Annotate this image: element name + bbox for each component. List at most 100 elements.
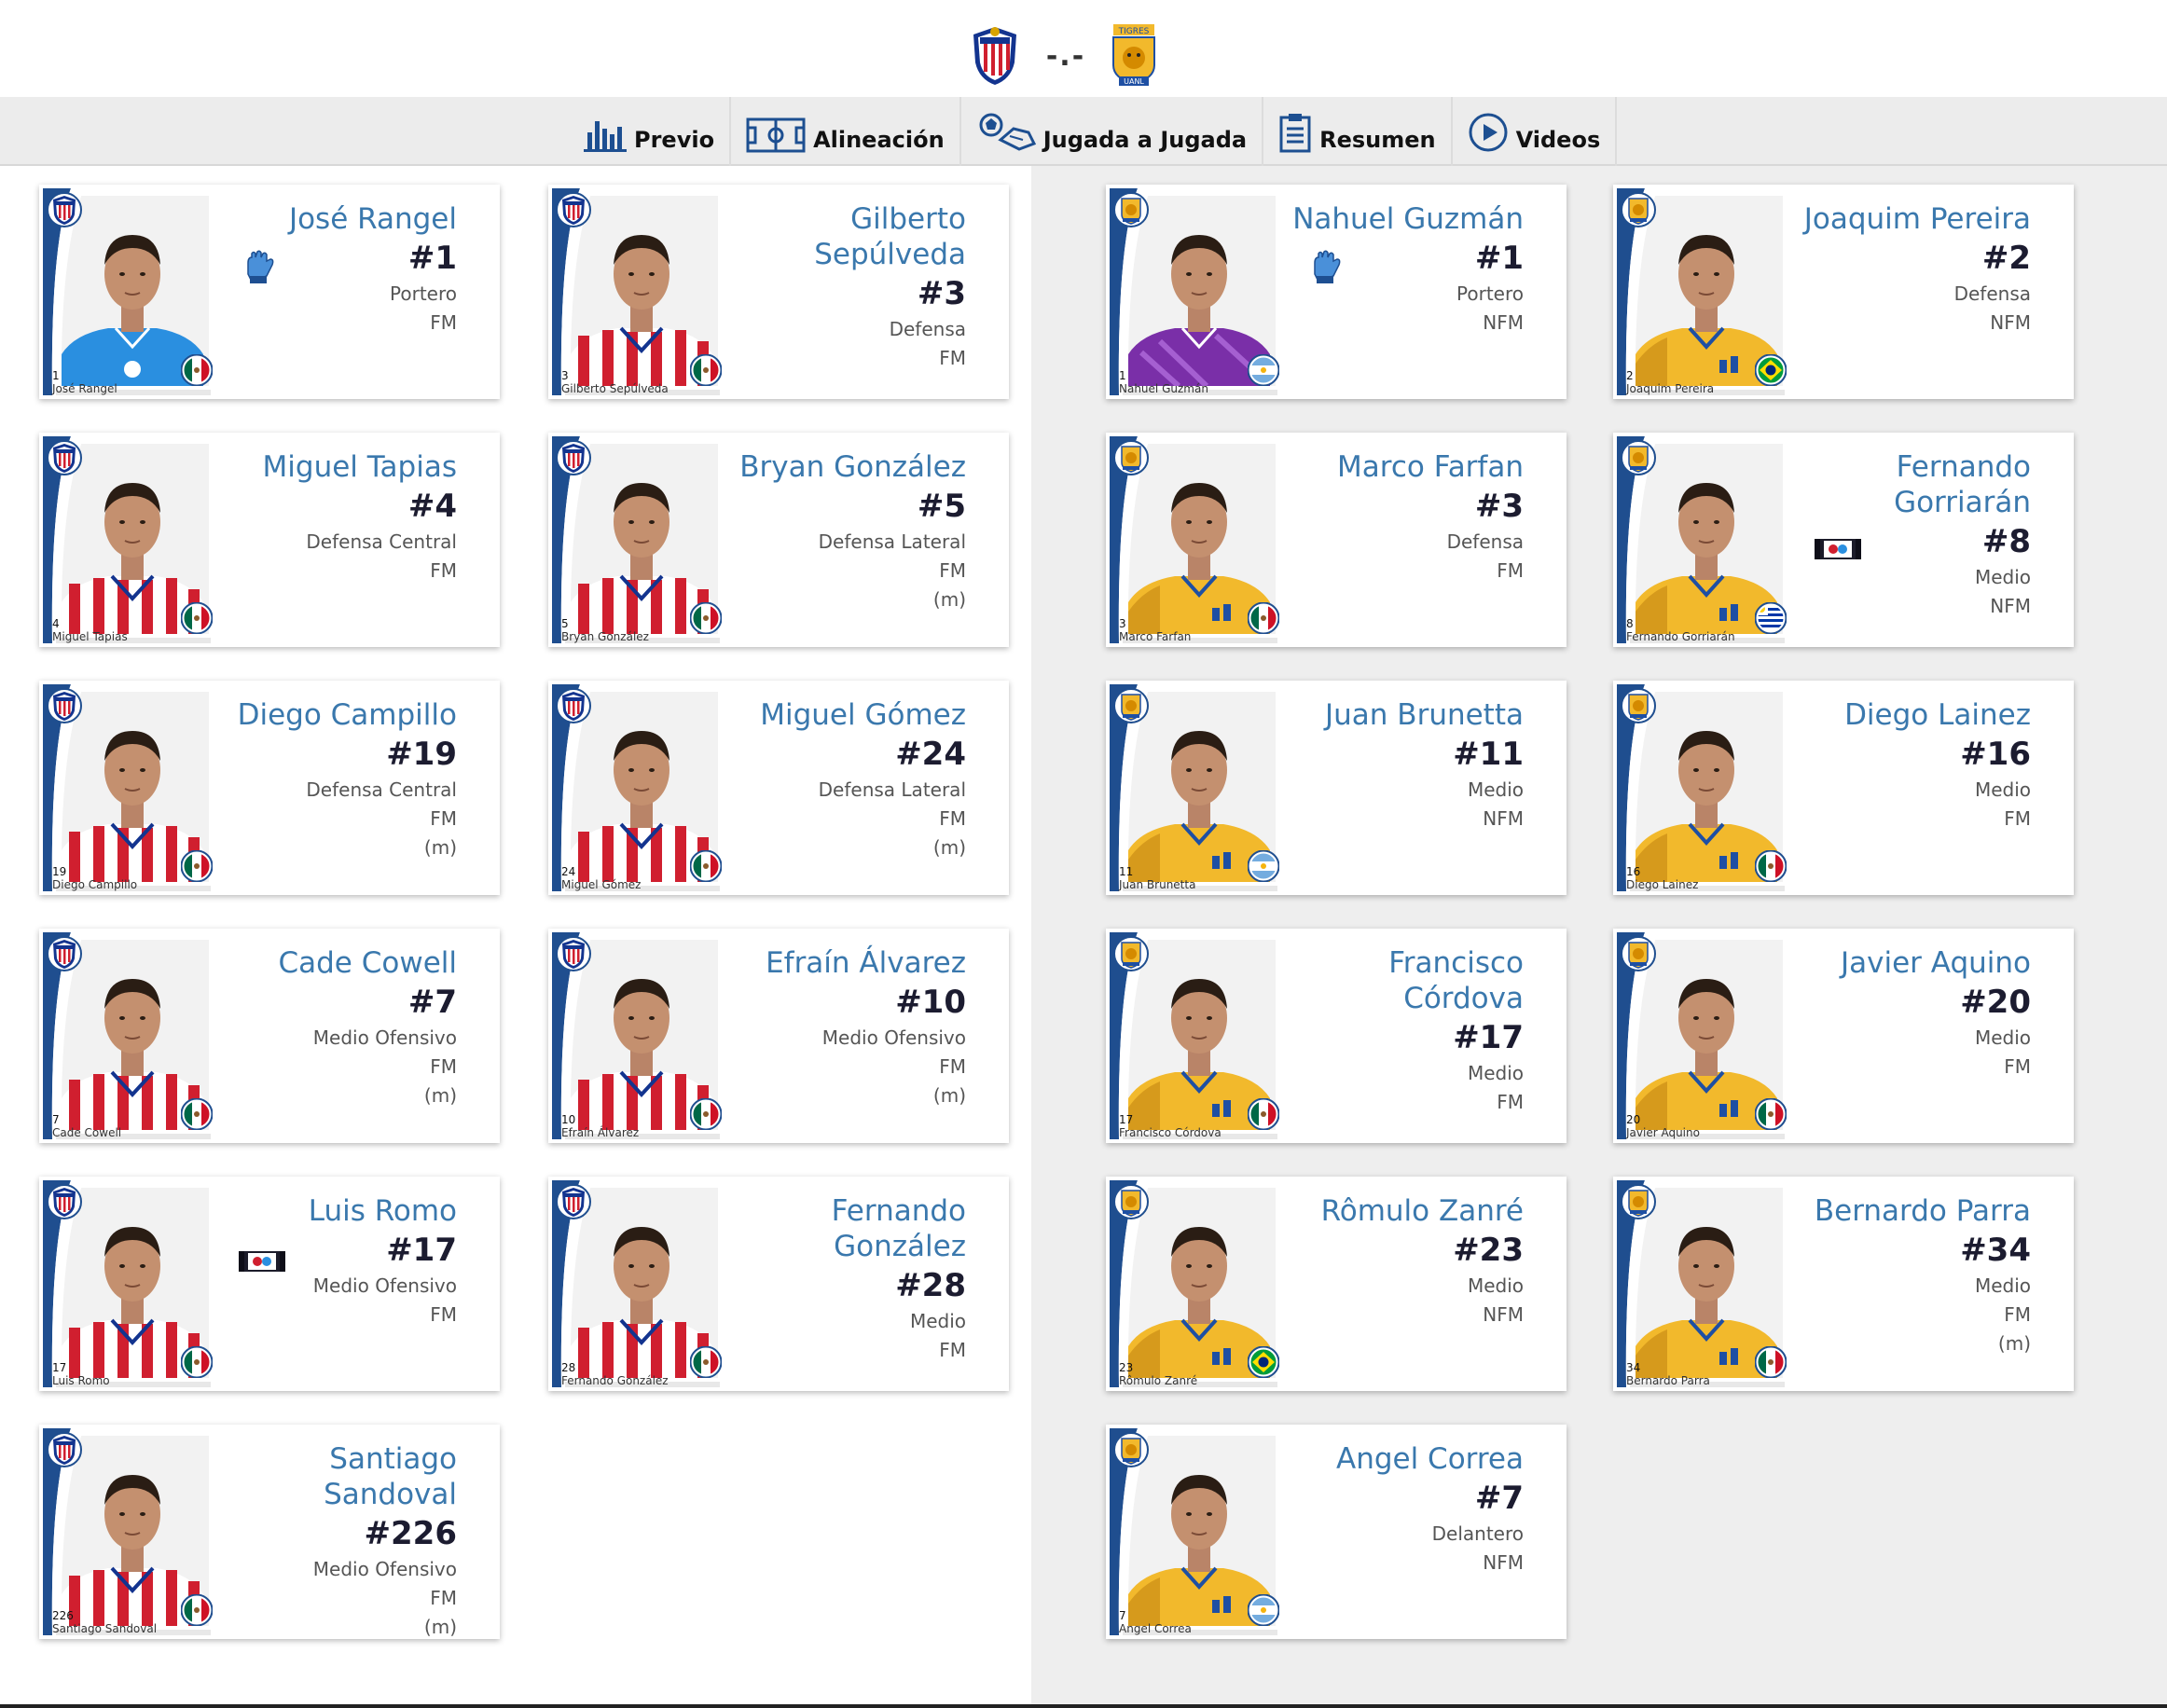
player-name[interactable]: Efraín Álvarez bbox=[766, 946, 966, 980]
player-photo bbox=[1630, 196, 1783, 386]
player-name[interactable]: Diego Campillo bbox=[237, 698, 457, 732]
photo-caption-name: Diego Lainez bbox=[1626, 878, 1699, 891]
player-card[interactable]: 11 Juan Brunetta Juan Brunetta #11 Medio NFM bbox=[1106, 681, 1567, 895]
player-status: FM bbox=[939, 807, 966, 830]
player-card[interactable]: 24 Miguel Gómez Miguel Gómez #24 Defensa Lat… bbox=[548, 681, 1009, 895]
player-name[interactable]: Gilberto Sepúlveda bbox=[814, 202, 966, 271]
player-name[interactable]: Fernando Gorriarán bbox=[1894, 450, 2031, 519]
player-photo-area bbox=[1630, 692, 1783, 882]
card-swoosh-decoration bbox=[43, 932, 211, 1139]
player-name[interactable]: Francisco Córdova bbox=[1388, 946, 1524, 1015]
player-card[interactable]: 16 Diego Lainez Diego Lainez #16 Medio FM bbox=[1613, 681, 2074, 895]
player-name[interactable]: Miguel Tapias bbox=[262, 450, 457, 484]
player-position: Medio Ofensivo bbox=[312, 1558, 457, 1580]
player-name[interactable]: Diego Lainez bbox=[1844, 698, 2031, 732]
player-name[interactable]: Nahuel Guzmán bbox=[1292, 202, 1524, 236]
mexico-flag-icon bbox=[690, 1098, 722, 1130]
player-photo-area bbox=[1123, 940, 1276, 1130]
tab-videos[interactable]: Videos bbox=[1453, 97, 1618, 166]
chivas-crest-icon bbox=[47, 440, 82, 475]
tab-resumen[interactable]: Resumen bbox=[1263, 97, 1453, 166]
svg-text:UANL: UANL bbox=[1124, 77, 1144, 86]
player-name[interactable]: Luis Romo bbox=[308, 1194, 457, 1228]
player-name[interactable]: Santiago Sandoval bbox=[324, 1442, 457, 1511]
player-card[interactable]: 20 Javier Aquino Javier Aquino #20 Medio FM bbox=[1613, 929, 2074, 1143]
photo-caption-name: Efraín Álvarez bbox=[561, 1126, 640, 1139]
player-number: #28 bbox=[895, 1267, 966, 1304]
player-info: Javier Aquino #20 Medio FM bbox=[1770, 945, 2031, 1081]
player-photo bbox=[56, 196, 209, 386]
player-card[interactable]: 17 Francisco Córdova Francisco Córdova #17 M… bbox=[1106, 929, 1567, 1143]
player-card[interactable]: 226 Santiago Sandoval Santiago Sandoval #22… bbox=[39, 1425, 500, 1639]
photo-caption-name: Fernando Gorriarán bbox=[1626, 630, 1735, 643]
player-sub-marker: (m) bbox=[423, 1616, 457, 1638]
player-card[interactable]: 28 Fernando González Fernando González #28 M… bbox=[548, 1177, 1009, 1391]
player-card[interactable]: 3 Gilberto Sepúlveda Gilberto Sepúlveda #3 D… bbox=[548, 185, 1009, 399]
player-position: Medio bbox=[1974, 566, 2031, 588]
photo-caption-name: Santiago Sandoval bbox=[52, 1622, 158, 1635]
player-name[interactable]: José Rangel bbox=[288, 202, 457, 236]
player-photo-frame: 28 Fernando González bbox=[552, 1180, 722, 1387]
player-card[interactable]: 7 Angel Correa Angel Correa #7 Delantero NFM bbox=[1106, 1425, 1567, 1639]
player-photo bbox=[56, 444, 209, 634]
tigres-crest-icon[interactable]: TIGRES UANL bbox=[1111, 22, 1156, 90]
player-info: Nahuel Guzmán #1 Portero NFM bbox=[1263, 201, 1524, 337]
player-photo bbox=[56, 692, 209, 882]
player-photo-area bbox=[56, 692, 209, 882]
photo-caption-number: 8 bbox=[1626, 617, 1634, 630]
player-number: #23 bbox=[1453, 1232, 1524, 1269]
player-name[interactable]: Marco Farfan bbox=[1337, 450, 1524, 484]
player-position: Portero bbox=[390, 282, 457, 305]
card-swoosh-decoration bbox=[1110, 188, 1277, 395]
player-photo-area bbox=[1630, 1188, 1783, 1378]
player-status: FM bbox=[939, 1055, 966, 1078]
player-card[interactable]: 1 Nahuel Guzmán Nahuel Guzmán #1 Portero NFM bbox=[1106, 185, 1567, 399]
player-card[interactable]: 23 Rômulo Zanré Rômulo Zanré #23 Medio NFM bbox=[1106, 1177, 1567, 1391]
player-card[interactable]: 19 Diego Campillo Diego Campillo #19 Defensa… bbox=[39, 681, 500, 895]
chivas-crest-icon bbox=[47, 936, 82, 971]
player-name[interactable]: Fernando González bbox=[831, 1194, 966, 1263]
photo-caption-number: 7 bbox=[52, 1113, 60, 1126]
player-card[interactable]: 2 Joaquim Pereira Joaquim Pereira #2 Defensa… bbox=[1613, 185, 2074, 399]
player-card[interactable]: 34 Bernardo Parra Bernardo Parra #34 Medio FM… bbox=[1613, 1177, 2074, 1391]
player-name[interactable]: Javier Aquino bbox=[1841, 946, 2031, 980]
player-name[interactable]: Angel Correa bbox=[1335, 1442, 1524, 1476]
player-info: Fernando González #28 Medio FM bbox=[705, 1193, 966, 1365]
player-card[interactable]: 3 Marco Farfan Marco Farfan #3 Defensa FM bbox=[1106, 433, 1567, 647]
player-status: NFM bbox=[1483, 807, 1524, 830]
player-photo-frame: 4 Miguel Tapias bbox=[43, 436, 213, 643]
player-photo-frame: 23 Rômulo Zanré bbox=[1110, 1180, 1279, 1387]
player-info: Diego Lainez #16 Medio FM bbox=[1770, 697, 2031, 833]
player-card[interactable]: 17 Luis Romo Luis Romo #17 Medio Ofensivo FM bbox=[39, 1177, 500, 1391]
tab-alineacion[interactable]: Alineación bbox=[731, 97, 961, 166]
player-name[interactable]: Juan Brunetta bbox=[1325, 698, 1524, 732]
tigres-crest-icon bbox=[1113, 1184, 1149, 1219]
player-name[interactable]: Joaquim Pereira bbox=[1803, 202, 2031, 236]
player-card[interactable]: 10 Efraín Álvarez Efraín Álvarez #10 Medio O… bbox=[548, 929, 1009, 1143]
mexico-flag-icon bbox=[690, 1346, 722, 1378]
player-card[interactable]: 7 Cade Cowell Cade Cowell #7 Medio Ofensivo F… bbox=[39, 929, 500, 1143]
player-card[interactable]: 8 Fernando Gorriarán Fernando Gorriarán #8 M… bbox=[1613, 433, 2074, 647]
player-card[interactable]: 4 Miguel Tapias Miguel Tapias #4 Defensa Cen… bbox=[39, 433, 500, 647]
player-photo bbox=[1123, 1188, 1276, 1378]
tab-jugada-a-jugada[interactable]: Jugada a Jugada bbox=[961, 97, 1264, 166]
player-position: Medio bbox=[1467, 1062, 1524, 1084]
player-card[interactable]: 1 José Rangel José Rangel #1 Portero FM bbox=[39, 185, 500, 399]
player-name[interactable]: Rômulo Zanré bbox=[1320, 1194, 1524, 1228]
chivas-crest-icon[interactable] bbox=[970, 25, 1020, 87]
player-position: Defensa bbox=[1953, 282, 2031, 305]
player-photo-frame: 3 Marco Farfan bbox=[1110, 436, 1279, 643]
player-number: #24 bbox=[895, 736, 966, 773]
player-card[interactable]: 5 Bryan González Bryan González #5 Defensa L… bbox=[548, 433, 1009, 647]
photo-caption-number: 5 bbox=[561, 617, 569, 630]
mexico-flag-icon bbox=[181, 850, 213, 882]
player-name[interactable]: Bernardo Parra bbox=[1814, 1194, 2031, 1228]
player-name[interactable]: Cade Cowell bbox=[278, 946, 457, 980]
chivas-crest-icon bbox=[556, 440, 591, 475]
photo-caption-name: Fernando González bbox=[561, 1374, 669, 1387]
captain-armband-icon bbox=[239, 1251, 285, 1272]
player-status: FM bbox=[2004, 1055, 2031, 1078]
player-name[interactable]: Bryan González bbox=[739, 450, 966, 484]
tab-previo[interactable]: Previo bbox=[569, 97, 732, 166]
player-name[interactable]: Miguel Gómez bbox=[760, 698, 966, 732]
